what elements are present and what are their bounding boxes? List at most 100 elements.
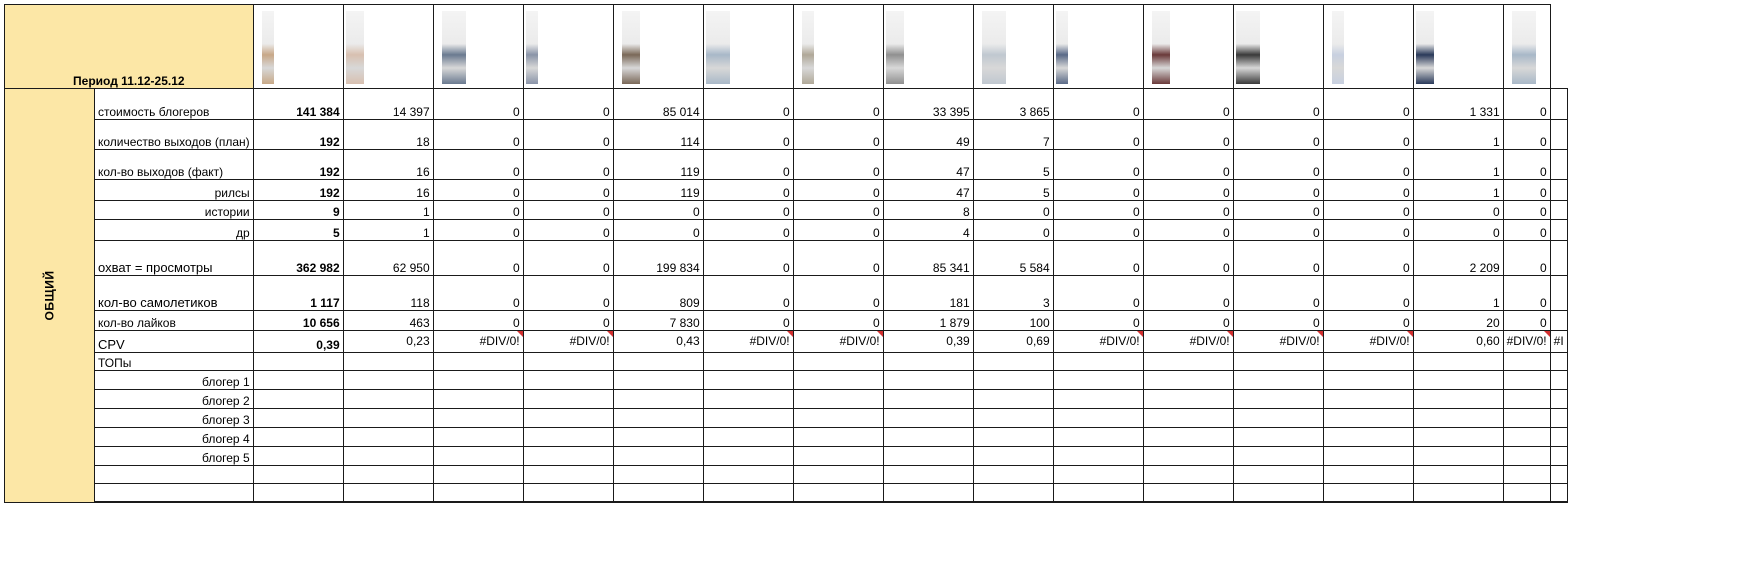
empty-cell[interactable] bbox=[342, 446, 434, 466]
empty-cell[interactable] bbox=[252, 389, 344, 409]
metric-value-cell[interactable]: 5 584 bbox=[972, 240, 1054, 276]
empty-cell[interactable] bbox=[1549, 501, 1568, 503]
metric-value-cell[interactable]: 0 bbox=[522, 310, 614, 331]
empty-cell[interactable] bbox=[1549, 427, 1568, 447]
metric-total[interactable]: 192 bbox=[252, 119, 344, 150]
metric-value-cell[interactable]: 7 bbox=[972, 119, 1054, 150]
empty-cell[interactable] bbox=[792, 427, 884, 447]
metric-value-cell[interactable]: 0 bbox=[1502, 179, 1551, 201]
empty-cell[interactable] bbox=[1502, 483, 1551, 502]
metric-value-cell[interactable]: 0 bbox=[1142, 200, 1234, 220]
blogger-rank-label[interactable]: блогер 3 bbox=[94, 408, 254, 428]
empty-cell[interactable] bbox=[972, 370, 1054, 390]
empty-cell[interactable] bbox=[1232, 352, 1324, 371]
empty-cell[interactable] bbox=[612, 483, 704, 502]
empty-cell[interactable] bbox=[1052, 501, 1144, 503]
empty-cell[interactable] bbox=[792, 370, 884, 390]
empty-cell[interactable] bbox=[792, 483, 884, 502]
metric-value-cell[interactable]: 0 bbox=[522, 200, 614, 220]
metric-value-cell[interactable]: 0 bbox=[792, 200, 884, 220]
empty-cell[interactable] bbox=[1142, 352, 1234, 371]
empty-cell[interactable] bbox=[1052, 370, 1144, 390]
metric-value-cell[interactable]: #DIV/0! bbox=[522, 330, 614, 353]
empty-cell[interactable] bbox=[882, 446, 974, 466]
empty-cell[interactable] bbox=[432, 446, 524, 466]
empty-cell[interactable] bbox=[432, 370, 524, 390]
empty-cell[interactable] bbox=[1322, 370, 1414, 390]
empty-cell[interactable] bbox=[522, 370, 614, 390]
metric-total[interactable]: 9 bbox=[252, 200, 344, 220]
blogger-thumbnail-cell[interactable] bbox=[342, 4, 434, 89]
blogger-thumbnail-cell[interactable] bbox=[1052, 4, 1144, 89]
empty-cell[interactable] bbox=[1549, 465, 1568, 484]
empty-cell[interactable] bbox=[1412, 352, 1504, 371]
metric-value-cell[interactable]: 47 bbox=[882, 179, 974, 201]
metric-value-cell[interactable]: 0 bbox=[702, 179, 794, 201]
metric-value-cell[interactable]: 0 bbox=[1232, 200, 1324, 220]
empty-cell[interactable] bbox=[522, 446, 614, 466]
metric-value-cell[interactable]: 0 bbox=[1502, 119, 1551, 150]
metric-value-cell[interactable]: 0,23 bbox=[342, 330, 434, 353]
metric-value-cell[interactable]: 5 bbox=[972, 149, 1054, 180]
empty-cell[interactable] bbox=[1322, 465, 1414, 484]
metric-value-cell[interactable]: 16 bbox=[342, 179, 434, 201]
blogger-thumbnail-cell[interactable] bbox=[792, 4, 884, 89]
empty-cell[interactable] bbox=[342, 427, 434, 447]
blogger-rank-label[interactable]: блогер 2 bbox=[94, 389, 254, 409]
metric-value-cell[interactable]: 0 bbox=[1232, 179, 1324, 201]
empty-cell[interactable] bbox=[1052, 408, 1144, 428]
empty-cell[interactable] bbox=[1412, 370, 1504, 390]
empty-cell[interactable] bbox=[1549, 483, 1568, 502]
metric-value-cell[interactable]: 0 bbox=[432, 240, 524, 276]
metric-value-cell[interactable]: 0 bbox=[1052, 88, 1144, 120]
empty-cell[interactable] bbox=[1322, 501, 1414, 503]
metric-label[interactable]: кол-во самолетиков bbox=[94, 275, 254, 311]
empty-cell[interactable] bbox=[1052, 352, 1144, 371]
empty-cell[interactable] bbox=[94, 501, 254, 503]
empty-cell[interactable] bbox=[972, 446, 1054, 466]
empty-cell[interactable] bbox=[1502, 465, 1551, 484]
metric-value-cell[interactable]: 0 bbox=[792, 119, 884, 150]
metric-value-cell[interactable]: 0 bbox=[972, 200, 1054, 220]
metric-value-cell[interactable]: 4 bbox=[882, 219, 974, 241]
metric-value-cell[interactable]: 0 bbox=[1322, 149, 1414, 180]
metric-total[interactable]: 1 117 bbox=[252, 275, 344, 311]
blogger-thumbnail-cell[interactable] bbox=[1142, 4, 1234, 89]
empty-cell[interactable] bbox=[1412, 446, 1504, 466]
metric-value-cell[interactable]: 119 bbox=[612, 179, 704, 201]
metric-value-cell[interactable]: 0 bbox=[1232, 149, 1324, 180]
metric-value-cell[interactable] bbox=[1549, 240, 1568, 276]
metric-value-cell[interactable]: 0 bbox=[1052, 275, 1144, 311]
metric-value-cell[interactable]: 0 bbox=[432, 275, 524, 311]
metric-value-cell[interactable]: 1 bbox=[342, 200, 434, 220]
empty-cell[interactable] bbox=[522, 483, 614, 502]
metric-value-cell[interactable] bbox=[1549, 179, 1568, 201]
empty-cell[interactable] bbox=[432, 389, 524, 409]
metric-value-cell[interactable]: 0 bbox=[522, 119, 614, 150]
metric-value-cell[interactable]: 199 834 bbox=[612, 240, 704, 276]
section-title-cell[interactable]: ОБЩИЙ bbox=[4, 88, 95, 503]
empty-cell[interactable] bbox=[342, 483, 434, 502]
empty-cell[interactable] bbox=[882, 370, 974, 390]
metric-value-cell[interactable]: 0 bbox=[1232, 119, 1324, 150]
empty-cell[interactable] bbox=[1412, 465, 1504, 484]
blogger-thumbnail-cell[interactable] bbox=[1322, 4, 1414, 89]
metric-value-cell[interactable]: 114 bbox=[612, 119, 704, 150]
empty-cell[interactable] bbox=[1232, 501, 1324, 503]
empty-cell[interactable] bbox=[1232, 370, 1324, 390]
empty-cell[interactable] bbox=[972, 389, 1054, 409]
metric-value-cell[interactable]: 0 bbox=[1502, 88, 1551, 120]
empty-cell[interactable] bbox=[612, 389, 704, 409]
empty-cell[interactable] bbox=[1412, 408, 1504, 428]
metric-value-cell[interactable]: 3 865 bbox=[972, 88, 1054, 120]
empty-cell[interactable] bbox=[972, 501, 1054, 503]
metric-value-cell[interactable]: 47 bbox=[882, 149, 974, 180]
empty-cell[interactable] bbox=[882, 389, 974, 409]
empty-cell[interactable] bbox=[522, 352, 614, 371]
metric-value-cell[interactable] bbox=[1549, 275, 1568, 311]
empty-cell[interactable] bbox=[522, 408, 614, 428]
metric-value-cell[interactable]: 0 bbox=[702, 149, 794, 180]
empty-cell[interactable] bbox=[252, 427, 344, 447]
empty-cell[interactable] bbox=[342, 465, 434, 484]
blogger-thumbnail-cell[interactable] bbox=[432, 4, 524, 89]
